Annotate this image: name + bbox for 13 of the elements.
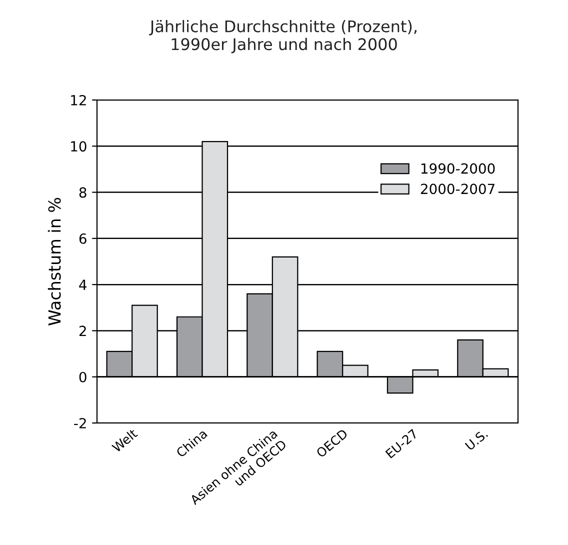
- y-tick-label: -2: [74, 418, 86, 428]
- x-tick-label: U.S.: [464, 428, 488, 451]
- y-tick-label: 0: [79, 372, 86, 382]
- y-tick-label: 4: [79, 280, 86, 290]
- chart-title: Jährliche Durchschnitte (Prozent), 1990er Jahre und nach 2000: [149, 20, 416, 54]
- y-tick-label: 2: [79, 326, 86, 336]
- y-tick-label: 8: [79, 187, 86, 198]
- y-tick-label: 12: [71, 94, 86, 106]
- y-tick-label: 10: [71, 141, 86, 152]
- legend-label: 1990-2000: [421, 163, 495, 174]
- y-tick-label: 6: [79, 233, 86, 244]
- y-axis-title: Wachstum in %: [48, 198, 61, 326]
- legend-label: 2000-2007: [420, 184, 494, 194]
